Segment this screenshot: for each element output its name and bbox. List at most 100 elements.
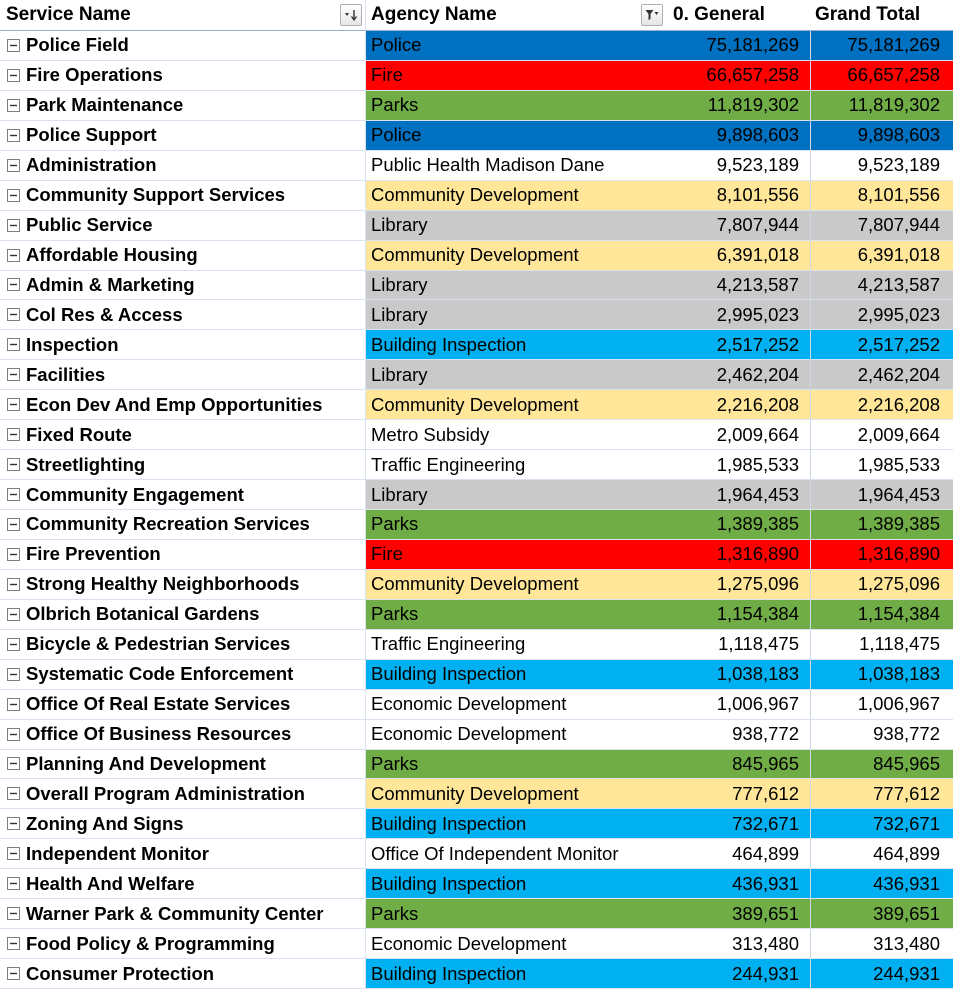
service-name-cell[interactable]: Affordable Housing [0,240,366,270]
service-name-cell[interactable]: Olbrich Botanical Gardens [0,599,366,629]
grand-total-value-cell[interactable]: 7,807,944 [811,210,953,240]
service-name-cell[interactable]: Planning And Development [0,749,366,779]
collapse-toggle-icon[interactable] [6,847,20,861]
grand-total-value-cell[interactable]: 938,772 [811,719,953,749]
grand-total-value-cell[interactable]: 6,391,018 [811,240,953,270]
service-name-cell[interactable]: Administration [0,150,366,180]
agency-name-cell[interactable]: Community Development [366,180,666,210]
agency-name-cell[interactable]: Community Development [366,569,666,599]
agency-name-cell[interactable]: Library [366,360,666,390]
general-value-cell[interactable]: 313,480 [666,929,811,959]
agency-name-cell[interactable]: Parks [366,599,666,629]
collapse-toggle-icon[interactable] [6,727,20,741]
grand-total-value-cell[interactable]: 2,216,208 [811,390,953,420]
collapse-toggle-icon[interactable] [6,817,20,831]
agency-name-cell[interactable]: Police [366,120,666,150]
general-value-cell[interactable]: 732,671 [666,809,811,839]
grand-total-value-cell[interactable]: 436,931 [811,869,953,899]
collapse-toggle-icon[interactable] [6,188,20,202]
general-value-cell[interactable]: 66,657,258 [666,60,811,90]
service-name-cell[interactable]: Community Recreation Services [0,510,366,539]
grand-total-value-cell[interactable]: 11,819,302 [811,90,953,120]
general-value-cell[interactable]: 845,965 [666,749,811,779]
grand-total-value-cell[interactable]: 1,154,384 [811,599,953,629]
collapse-toggle-icon[interactable] [6,98,20,112]
service-name-cell[interactable]: Community Support Services [0,180,366,210]
grand-total-value-cell[interactable]: 9,898,603 [811,120,953,150]
agency-name-cell[interactable]: Parks [366,510,666,539]
service-name-cell[interactable]: Independent Monitor [0,839,366,869]
service-name-cell[interactable]: Police Field [0,31,366,60]
grand-total-value-cell[interactable]: 389,651 [811,899,953,929]
service-name-cell[interactable]: Bicycle & Pedestrian Services [0,629,366,659]
collapse-toggle-icon[interactable] [6,338,20,352]
agency-name-cell[interactable]: Metro Subsidy [366,420,666,450]
collapse-toggle-icon[interactable] [6,757,20,771]
grand-total-value-cell[interactable]: 2,009,664 [811,420,953,450]
general-value-cell[interactable]: 7,807,944 [666,210,811,240]
agency-name-cell[interactable]: Library [366,480,666,509]
grand-total-header[interactable]: Grand Total [815,4,921,25]
sort-descending-dropdown-icon[interactable] [340,4,362,26]
agency-name-cell[interactable]: Traffic Engineering [366,629,666,659]
agency-name-cell[interactable]: Community Development [366,390,666,420]
service-name-cell[interactable]: Community Engagement [0,480,366,509]
agency-name-cell[interactable]: Police [366,31,666,60]
collapse-toggle-icon[interactable] [6,248,20,262]
agency-name-cell[interactable]: Parks [366,899,666,929]
agency-name-header[interactable]: Agency Name [366,0,666,30]
grand-total-value-cell[interactable]: 1,316,890 [811,539,953,569]
general-value-cell[interactable]: 1,985,533 [666,450,811,480]
general-value-cell[interactable]: 2,009,664 [666,420,811,450]
agency-name-cell[interactable]: Building Inspection [366,330,666,360]
grand-total-value-cell[interactable]: 9,523,189 [811,150,953,180]
agency-name-cell[interactable]: Economic Development [366,689,666,719]
general-value-cell[interactable]: 436,931 [666,869,811,899]
general-value-cell[interactable]: 9,898,603 [666,120,811,150]
general-value-cell[interactable]: 1,964,453 [666,480,811,509]
service-name-cell[interactable]: Systematic Code Enforcement [0,659,366,689]
service-name-cell[interactable]: Admin & Marketing [0,270,366,300]
service-name-cell[interactable]: Col Res & Access [0,300,366,330]
service-name-cell[interactable]: Office Of Real Estate Services [0,689,366,719]
grand-total-value-cell[interactable]: 1,118,475 [811,629,953,659]
grand-total-value-cell[interactable]: 244,931 [811,959,953,988]
service-name-cell[interactable]: Streetlighting [0,450,366,480]
collapse-toggle-icon[interactable] [6,428,20,442]
grand-total-value-cell[interactable]: 464,899 [811,839,953,869]
agency-name-cell[interactable]: Traffic Engineering [366,450,666,480]
agency-name-cell[interactable]: Library [366,210,666,240]
grand-total-value-cell[interactable]: 4,213,587 [811,270,953,300]
grand-total-value-cell[interactable]: 2,517,252 [811,330,953,360]
service-name-cell[interactable]: Warner Park & Community Center [0,899,366,929]
collapse-toggle-icon[interactable] [6,787,20,801]
collapse-toggle-icon[interactable] [6,128,20,142]
collapse-toggle-icon[interactable] [6,278,20,292]
general-value-cell[interactable]: 1,275,096 [666,569,811,599]
collapse-toggle-icon[interactable] [6,877,20,891]
agency-name-cell[interactable]: Public Health Madison Dane [366,150,666,180]
grand-total-value-cell[interactable]: 777,612 [811,779,953,809]
agency-name-cell[interactable]: Community Development [366,240,666,270]
grand-total-value-cell[interactable]: 1,389,385 [811,510,953,539]
service-name-cell[interactable]: Public Service [0,210,366,240]
general-header[interactable]: 0. General [673,4,765,25]
general-value-cell[interactable]: 244,931 [666,959,811,988]
agency-name-cell[interactable]: Building Inspection [366,809,666,839]
service-name-cell[interactable]: Police Support [0,120,366,150]
agency-name-cell[interactable]: Parks [366,749,666,779]
agency-name-cell[interactable]: Library [366,270,666,300]
service-name-cell[interactable]: Food Policy & Programming [0,929,366,959]
general-value-cell[interactable]: 1,389,385 [666,510,811,539]
service-name-cell[interactable]: Overall Program Administration [0,779,366,809]
agency-name-cell[interactable]: Economic Development [366,929,666,959]
general-value-cell[interactable]: 75,181,269 [666,31,811,60]
general-value-cell[interactable]: 11,819,302 [666,90,811,120]
general-value-cell[interactable]: 464,899 [666,839,811,869]
service-name-cell[interactable]: Zoning And Signs [0,809,366,839]
agency-name-cell[interactable]: Office Of Independent Monitor [366,839,666,869]
service-name-cell[interactable]: Consumer Protection [0,959,366,988]
grand-total-value-cell[interactable]: 75,181,269 [811,31,953,60]
service-name-cell[interactable]: Fire Operations [0,60,366,90]
service-name-cell[interactable]: Office Of Business Resources [0,719,366,749]
